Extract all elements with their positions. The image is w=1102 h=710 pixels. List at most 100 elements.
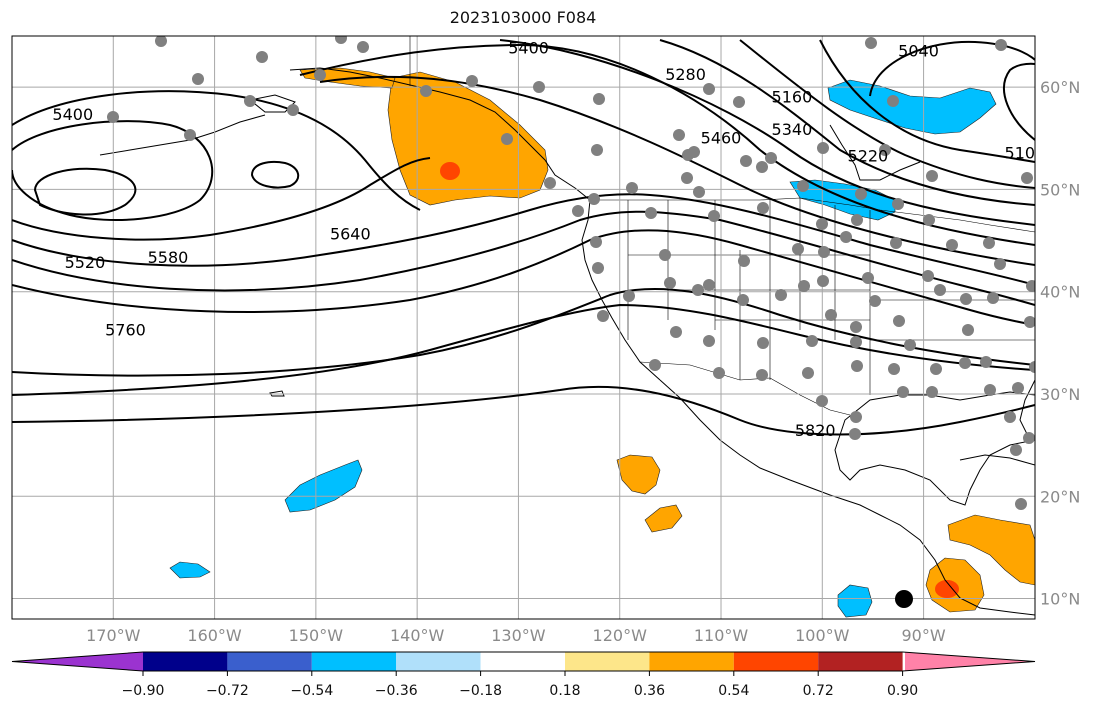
loop-5280-west <box>33 167 137 216</box>
contour-label: 5220 <box>848 147 889 166</box>
colorbar: −0.90 −0.72 −0.54 −0.36 −0.18 0.18 0.36 0.54 0.7… <box>11 651 1036 699</box>
contour-5760 <box>12 303 1035 396</box>
colorbar-tick-label: −0.90 <box>122 683 165 699</box>
colorbar-bin <box>227 652 312 671</box>
longitude-label: 120°W <box>593 626 648 645</box>
contour-label: 5640 <box>330 224 371 243</box>
colorbar-tick-label: 0.54 <box>718 683 749 699</box>
contour-label: 510 <box>1005 144 1036 163</box>
latitude-label: 20°N <box>1040 487 1080 506</box>
positive-anomaly-alaska <box>387 71 549 206</box>
political-borders <box>409 36 1035 416</box>
latitude-label: 30°N <box>1040 385 1080 404</box>
contour-label: 5460 <box>701 128 742 147</box>
longitude-label: 130°W <box>491 626 546 645</box>
colorbar-tick-label: 0.18 <box>549 683 580 699</box>
loop-5340-center <box>250 160 300 189</box>
colorbar-tick-label: −0.18 <box>459 683 502 699</box>
positive-anomaly-mexico-1 <box>616 454 661 495</box>
longitude-label: 150°W <box>289 626 344 645</box>
latitude-labels: 60°N 50°N 40°N 30°N 20°N 10°N <box>1040 78 1080 608</box>
contour-5700 <box>12 287 1035 377</box>
contour-5160 <box>819 39 1035 163</box>
contour-label: 5820 <box>795 421 836 440</box>
strong-positive-central-america <box>935 580 959 598</box>
strong-positive-alaska <box>440 162 460 180</box>
contour-5040 <box>869 40 1035 97</box>
contour-label: 5400 <box>508 38 549 57</box>
longitude-label: 100°W <box>795 626 850 645</box>
longitude-label: 160°W <box>187 626 242 645</box>
colorbar-tick-label: −0.36 <box>375 683 418 699</box>
island-hawaii <box>269 390 285 397</box>
colorbar-tick-label: 0.72 <box>803 683 834 699</box>
colorbar-bin <box>480 652 565 671</box>
colorbar-bin <box>311 652 397 671</box>
colorbar-tick-label: −0.72 <box>206 683 249 699</box>
longitude-label: 110°W <box>694 626 749 645</box>
contour-5400 <box>299 43 1035 246</box>
contour-label: 5700 <box>0 371 12 390</box>
negative-anomaly-hawaii <box>169 561 211 579</box>
coast-west-us <box>581 199 661 381</box>
station-markers <box>107 36 1035 510</box>
negative-anomaly-south <box>837 584 873 618</box>
contour-5640 <box>12 229 1035 326</box>
map-frame <box>11 35 1036 620</box>
contour-5400-west <box>12 90 421 211</box>
contour-label: 5280 <box>665 65 706 84</box>
latitude-label: 60°N <box>1040 78 1080 97</box>
contour-5460 <box>319 75 1035 266</box>
colorbar-tick-label: 0.36 <box>634 683 665 699</box>
height-contours <box>12 39 1035 436</box>
contour-label: 5520 <box>65 253 106 272</box>
negative-anomaly-pacific <box>284 459 363 513</box>
coastlines <box>99 67 1035 616</box>
colorbar-bin <box>142 652 143 671</box>
contour-5580 <box>12 210 1035 306</box>
positive-anomaly-mexico-2 <box>644 504 683 533</box>
graticule <box>12 36 1035 619</box>
longitude-label: 170°W <box>86 626 141 645</box>
border-us-canada <box>590 197 1035 233</box>
colorbar-bin <box>143 652 228 671</box>
colorbar-extend-low <box>12 652 143 671</box>
state-lines-horizontal <box>628 254 1035 341</box>
target-location-marker <box>895 590 913 608</box>
contour-labels: 5400528050405160546053405220510540053405… <box>0 38 1036 440</box>
longitude-label: 140°W <box>390 626 445 645</box>
contour-5460-west <box>12 157 431 241</box>
colorbar-bin <box>396 652 481 671</box>
contour-5820 <box>12 385 1035 436</box>
longitude-label: 90°W <box>901 626 945 645</box>
contour-5340 <box>499 39 1035 226</box>
colorbar-bin <box>818 652 903 671</box>
colorbar-bin <box>733 652 819 671</box>
map-title: 2023103000 F084 <box>449 8 597 27</box>
island-cuba <box>959 454 1035 466</box>
map-panel: 5400528050405160546053405220510540053405… <box>0 36 1036 619</box>
contour-label: 5160 <box>772 87 813 106</box>
contour-label: 5580 <box>148 248 189 267</box>
contour-label: 5040 <box>898 41 939 60</box>
coast-florida-east <box>1019 379 1035 441</box>
coast-hudson <box>829 124 921 181</box>
contour-5220 <box>739 39 1035 189</box>
contour-5100 <box>1003 62 1035 141</box>
anomaly-fills <box>169 67 1035 618</box>
contour-5520 <box>12 193 1035 286</box>
latitude-label: 50°N <box>1040 180 1080 199</box>
colorbar-tick-label: 0.90 <box>887 683 918 699</box>
positive-anomaly-caribbean <box>947 514 1035 586</box>
contour-label: 5760 <box>105 321 146 340</box>
colorbar-extend-high <box>905 652 1035 671</box>
longitude-labels: 170°W 160°W 150°W 140°W 130°W 120°W 110°W 100°W… <box>86 626 946 645</box>
latitude-label: 10°N <box>1040 590 1080 609</box>
coast-gulf <box>834 391 1035 506</box>
contour-label: 5400 <box>52 105 93 124</box>
coast-alaska <box>289 67 591 201</box>
colorbar-bin <box>565 652 650 671</box>
latitude-label: 40°N <box>1040 283 1080 302</box>
colorbar-bin <box>649 652 734 671</box>
